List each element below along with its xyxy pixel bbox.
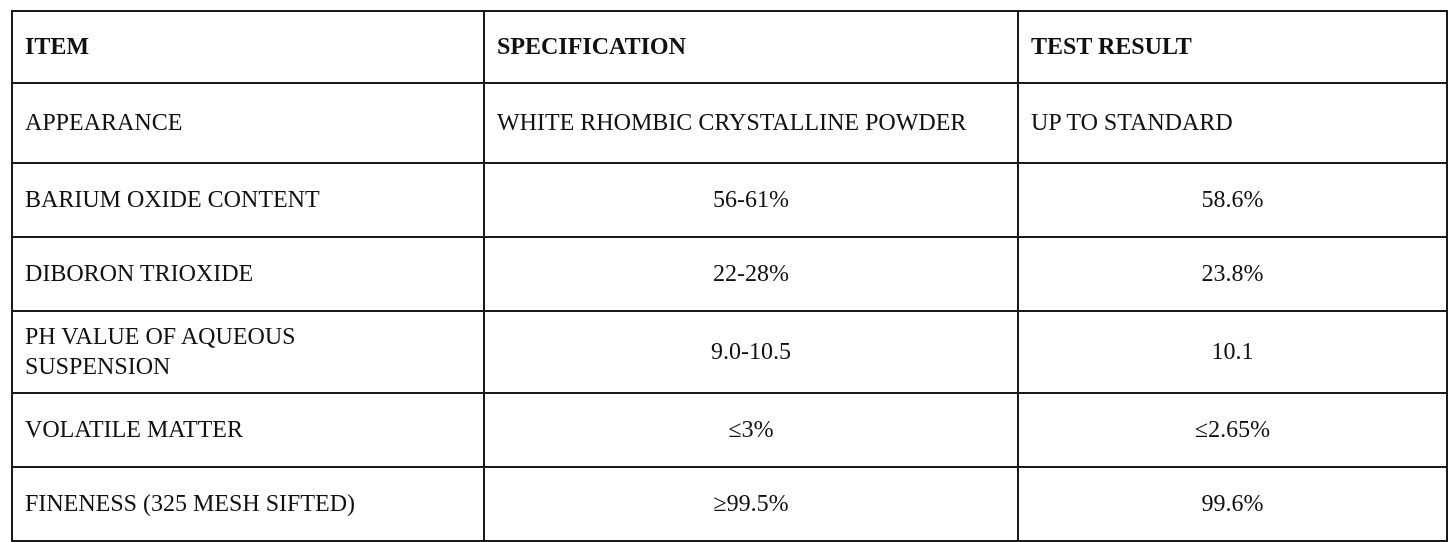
test-result-cell: ≤2.65% (1017, 392, 1448, 468)
specification-cell: 9.0-10.5 (483, 310, 1019, 394)
item-cell: DIBORON TRIOXIDE (11, 236, 485, 312)
specification-cell: 22-28% (483, 236, 1019, 312)
test-result-cell: 58.6% (1017, 162, 1448, 238)
item-cell: APPEARANCE (11, 82, 485, 164)
table-row: PH VALUE OF AQUEOUS SUSPENSION 9.0-10.5 … (11, 310, 1448, 394)
test-result-cell: UP TO STANDARD (1017, 82, 1448, 164)
item-cell: PH VALUE OF AQUEOUS SUSPENSION (11, 310, 485, 394)
table-row: DIBORON TRIOXIDE 22-28% 23.8% (11, 236, 1448, 312)
item-cell: VOLATILE MATTER (11, 392, 485, 468)
table-row: FINENESS (325 MESH SIFTED) ≥99.5% 99.6% (11, 466, 1448, 542)
item-cell: BARIUM OXIDE CONTENT (11, 162, 485, 238)
header-test-result: TEST RESULT (1017, 10, 1448, 84)
test-result-cell: 23.8% (1017, 236, 1448, 312)
item-cell: FINENESS (325 MESH SIFTED) (11, 466, 485, 542)
header-item: ITEM (11, 10, 485, 84)
table-row: APPEARANCE WHITE RHOMBIC CRYSTALLINE POW… (11, 82, 1448, 164)
specification-cell: ≤3% (483, 392, 1019, 468)
specification-table: ITEM SPECIFICATION TEST RESULT APPEARANC… (11, 10, 1448, 542)
specification-cell: ≥99.5% (483, 466, 1019, 542)
table-row: VOLATILE MATTER ≤3% ≤2.65% (11, 392, 1448, 468)
table-header-row: ITEM SPECIFICATION TEST RESULT (11, 10, 1448, 84)
test-result-cell: 99.6% (1017, 466, 1448, 542)
specification-cell: WHITE RHOMBIC CRYSTALLINE POWDER (483, 82, 1019, 164)
specification-cell: 56-61% (483, 162, 1019, 238)
header-specification: SPECIFICATION (483, 10, 1019, 84)
test-result-cell: 10.1 (1017, 310, 1448, 394)
table-row: BARIUM OXIDE CONTENT 56-61% 58.6% (11, 162, 1448, 238)
